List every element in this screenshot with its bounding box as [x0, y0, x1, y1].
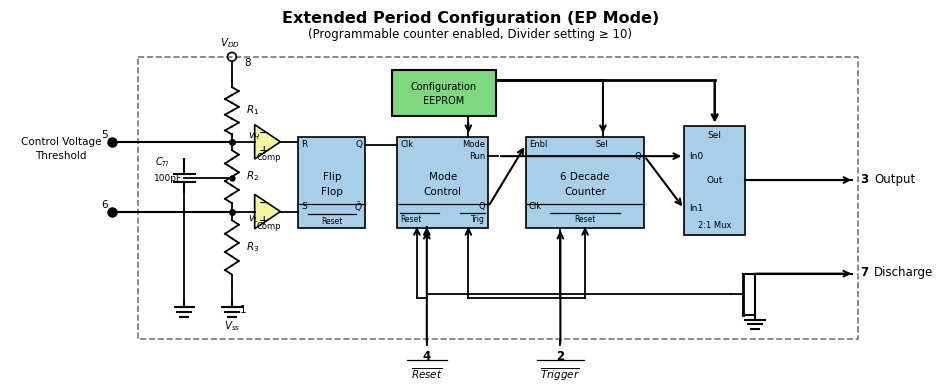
Text: Mode: Mode	[429, 172, 456, 182]
Text: 8: 8	[244, 59, 251, 69]
Text: +: +	[259, 214, 270, 227]
Text: 4: 4	[422, 350, 431, 363]
Text: −: −	[259, 196, 270, 209]
Text: $v_H$: $v_H$	[248, 130, 260, 142]
Text: Run: Run	[469, 152, 485, 161]
Text: Threshold: Threshold	[35, 151, 86, 161]
Text: Q: Q	[635, 152, 642, 161]
Text: Comp: Comp	[256, 223, 281, 231]
Text: 6: 6	[102, 200, 108, 210]
Text: Trig: Trig	[472, 215, 485, 224]
Bar	[397, 137, 488, 228]
Text: −: −	[259, 127, 270, 140]
Text: $\bar{Q}$: $\bar{Q}$	[354, 200, 363, 214]
Text: +: +	[259, 144, 270, 157]
Text: Sel: Sel	[708, 131, 721, 140]
Text: $C_{TI}$: $C_{TI}$	[156, 155, 170, 169]
Text: Extended Period Configuration (EP Mode): Extended Period Configuration (EP Mode)	[282, 11, 659, 26]
Text: S: S	[301, 202, 307, 211]
Text: $R_2$: $R_2$	[246, 169, 259, 183]
Text: In0: In0	[689, 152, 703, 161]
Text: In1: In1	[689, 204, 703, 213]
Text: (Programmable counter enabled, Divider setting ≥ 10): (Programmable counter enabled, Divider s…	[308, 28, 632, 41]
Text: $\overline{Trigger}$: $\overline{Trigger}$	[541, 367, 580, 383]
Bar	[684, 126, 745, 236]
Text: Discharge: Discharge	[874, 266, 933, 279]
Text: 5: 5	[102, 130, 108, 140]
Text: Reset: Reset	[400, 215, 421, 224]
Bar	[392, 70, 496, 116]
Text: 1: 1	[240, 305, 247, 315]
Text: 6 Decade: 6 Decade	[561, 172, 610, 182]
Bar	[138, 57, 858, 339]
Text: $V_{DD}$: $V_{DD}$	[220, 37, 240, 50]
Text: Configuration: Configuration	[411, 82, 476, 92]
Text: $v_L$: $v_L$	[248, 213, 259, 225]
Text: Clk: Clk	[400, 140, 413, 149]
Text: Enbl: Enbl	[529, 140, 547, 149]
Text: Q: Q	[478, 202, 485, 211]
Text: $V_{ss}$: $V_{ss}$	[224, 319, 240, 333]
Text: 3: 3	[860, 172, 868, 186]
Polygon shape	[254, 125, 280, 159]
Text: Reset: Reset	[574, 215, 596, 224]
Text: $\overline{Reset}$: $\overline{Reset}$	[411, 367, 442, 381]
Bar	[526, 137, 644, 228]
Bar	[298, 137, 365, 228]
Text: Flop: Flop	[321, 186, 343, 196]
Text: 100pF: 100pF	[154, 174, 181, 182]
Text: $R_3$: $R_3$	[246, 240, 259, 254]
Text: 2: 2	[556, 350, 565, 363]
Text: EEPROM: EEPROM	[423, 96, 464, 106]
Text: R: R	[301, 140, 307, 149]
Text: Control: Control	[423, 186, 461, 196]
Text: 2:1 Mux: 2:1 Mux	[698, 221, 732, 230]
Text: Mode: Mode	[462, 140, 485, 149]
Text: Counter: Counter	[564, 186, 606, 196]
Text: Q: Q	[356, 140, 363, 149]
Text: 7: 7	[860, 266, 868, 279]
Text: Comp: Comp	[256, 152, 281, 162]
Polygon shape	[254, 194, 280, 229]
Text: Clk: Clk	[529, 202, 542, 211]
Text: Flip: Flip	[323, 172, 341, 182]
Text: Sel: Sel	[595, 140, 608, 149]
Text: Output: Output	[874, 172, 915, 186]
Text: Reset: Reset	[321, 217, 343, 226]
Text: Control Voltage: Control Voltage	[21, 137, 101, 147]
Text: $R_1$: $R_1$	[246, 104, 259, 117]
Text: Out: Out	[706, 176, 723, 184]
